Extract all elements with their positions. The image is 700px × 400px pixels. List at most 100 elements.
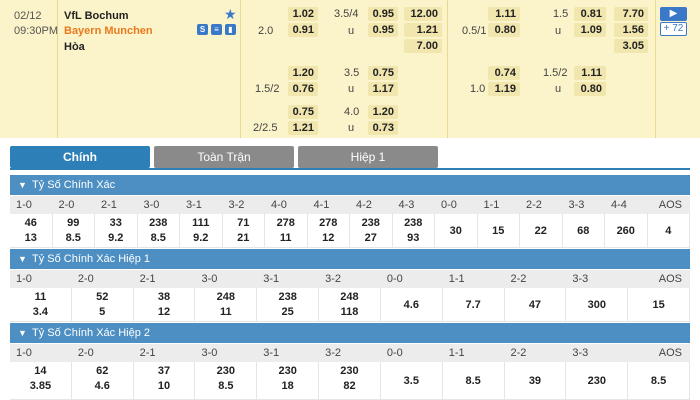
score-odds-cell[interactable]: 62 4.6 <box>72 362 134 400</box>
ah-home-odds[interactable]: 1.20 <box>288 66 318 80</box>
score-odds-cell[interactable]: 71 21 <box>223 214 265 248</box>
ou-under-label: u <box>555 25 562 37</box>
ah-home-odds[interactable]: 0.74 <box>488 66 520 80</box>
score-odds-cell[interactable]: 11 3.4 <box>10 288 72 322</box>
score-odds-bottom: 25 <box>281 306 294 318</box>
score-odds-cell[interactable]: 238 93 <box>393 214 435 248</box>
ou-line: 1.5 <box>553 8 569 20</box>
score-header: 4-1 <box>313 199 330 211</box>
ou-under-odds[interactable]: 0.80 <box>574 82 606 96</box>
score-header: 3-1 <box>263 273 280 285</box>
score-odds-top: 38 <box>157 291 171 303</box>
ou-under-odds[interactable]: 1.17 <box>368 82 398 96</box>
1x2-draw-odds[interactable]: 7.00 <box>404 39 442 53</box>
score-odds-cell[interactable]: 278 12 <box>308 214 350 248</box>
more-markets-button[interactable]: + 72 <box>660 22 687 36</box>
score-odds-top: 22 <box>534 224 547 237</box>
home-team[interactable]: VfL Bochum <box>64 10 129 22</box>
score-odds-cell[interactable]: 230 82 <box>319 362 381 400</box>
score-odds-cell[interactable]: 15 <box>628 288 690 322</box>
score-odds-cell[interactable]: 15 <box>478 214 520 248</box>
ah-away-odds[interactable]: 1.21 <box>288 121 318 135</box>
score-odds-cell[interactable]: 46 13 <box>10 214 53 248</box>
score-odds-top: 14 <box>34 365 47 377</box>
favorite-star-icon[interactable]: ★ <box>224 6 237 22</box>
score-odds-cell[interactable]: 68 <box>563 214 605 248</box>
score-odds-cell[interactable]: 38 12 <box>134 288 196 322</box>
score-odds-cell[interactable]: 238 25 <box>257 288 320 322</box>
ou-under-label: u <box>348 83 355 95</box>
score-odds-bottom: 82 <box>343 380 356 392</box>
chevron-down-icon: ▼ <box>18 254 27 264</box>
tab-main[interactable]: Chính <box>10 146 150 168</box>
ou-over-odds[interactable]: 0.81 <box>574 7 606 21</box>
score-odds-cell[interactable]: 3.5 <box>381 362 443 400</box>
1x2-draw-odds[interactable]: 3.05 <box>614 39 648 53</box>
ou-over-odds[interactable]: 0.75 <box>368 66 398 80</box>
score-odds-top: 238 <box>404 217 423 229</box>
score-odds-cell[interactable]: 278 11 <box>265 214 308 248</box>
score-odds-cell[interactable]: 22 <box>520 214 563 248</box>
score-odds-top: 47 <box>528 298 542 311</box>
ou-under-odds[interactable]: 0.95 <box>368 23 398 37</box>
ah-away-odds[interactable]: 0.76 <box>288 82 318 96</box>
score-odds-cell[interactable]: 52 5 <box>72 288 134 322</box>
ah-home-odds[interactable]: 0.75 <box>288 105 318 119</box>
score-header: 1-0 <box>16 199 32 211</box>
score-odds-cell[interactable]: 7.7 <box>443 288 505 322</box>
score-odds-cell[interactable]: 39 <box>505 362 567 400</box>
1x2-away-odds[interactable]: 1.56 <box>614 23 648 37</box>
score-odds-cell[interactable]: 4.6 <box>381 288 443 322</box>
score-odds-cell[interactable]: 4 <box>648 214 690 248</box>
score-odds-cell[interactable]: 248 118 <box>319 288 381 322</box>
1x2-away-odds[interactable]: 1.21 <box>404 23 442 37</box>
score-odds-top: 3.5 <box>403 374 419 387</box>
score-odds-cell[interactable]: 33 9.2 <box>95 214 138 248</box>
1x2-home-odds[interactable]: 7.70 <box>614 7 648 21</box>
score-odds-cell[interactable]: 248 11 <box>195 288 258 322</box>
ou-over-odds[interactable]: 1.11 <box>574 66 606 80</box>
score-odds-cell[interactable]: 8.5 <box>443 362 505 400</box>
away-team[interactable]: Bayern Munchen <box>64 25 153 37</box>
score-odds-cell[interactable]: 260 <box>605 214 648 248</box>
section-header[interactable]: ▼ Tỷ Số Chính Xác Hiệp 1 <box>10 249 690 269</box>
ah-away-odds[interactable]: 0.80 <box>488 23 520 37</box>
ou-under-odds[interactable]: 0.73 <box>368 121 398 135</box>
score-odds-cell[interactable]: 111 9.2 <box>180 214 223 248</box>
next-arrow-button[interactable]: ▶ <box>660 7 687 21</box>
tab-full-match[interactable]: Toàn Trận <box>154 146 294 168</box>
score-odds-top: 230 <box>278 365 297 377</box>
score-odds-cell[interactable]: 99 8.5 <box>53 214 95 248</box>
score-header: 2-0 <box>77 273 94 285</box>
score-odds-cell[interactable]: 230 18 <box>257 362 320 400</box>
score-odds-cell[interactable]: 37 10 <box>134 362 196 400</box>
score-odds-bottom: 27 <box>364 232 377 244</box>
score-odds-top: 71 <box>237 217 250 229</box>
score-odds-cell[interactable]: 238 27 <box>350 214 393 248</box>
score-header: 3-2 <box>325 347 341 359</box>
score-odds-cell[interactable]: 30 <box>435 214 478 248</box>
score-odds-cell[interactable]: 14 3.85 <box>10 362 72 400</box>
tab-half1[interactable]: Hiệp 1 <box>298 146 438 168</box>
stats-icon[interactable]: S <box>197 24 208 35</box>
score-odds-cell[interactable]: 47 <box>505 288 567 322</box>
1x2-home-odds[interactable]: 12.00 <box>404 7 442 21</box>
section-header[interactable]: ▼ Tỷ Số Chính Xác Hiệp 2 <box>10 323 690 343</box>
ah-home-odds[interactable]: 1.02 <box>288 7 318 21</box>
score-odds-cell[interactable]: 8.5 <box>628 362 690 400</box>
score-odds-top: 39 <box>528 374 542 387</box>
ou-under-odds[interactable]: 1.09 <box>574 23 606 37</box>
lineup-icon[interactable]: ≡ <box>211 24 222 35</box>
score-odds-cell[interactable]: 230 <box>566 362 629 400</box>
ah-away-odds[interactable]: 1.19 <box>488 82 520 96</box>
ah-away-odds[interactable]: 0.91 <box>288 23 318 37</box>
score-odds-cell[interactable]: 300 <box>566 288 629 322</box>
score-odds-cell[interactable]: 238 8.5 <box>138 214 180 248</box>
ah-home-odds[interactable]: 1.11 <box>488 7 520 21</box>
ou-over-odds[interactable]: 0.95 <box>368 7 398 21</box>
ou-over-odds[interactable]: 1.20 <box>368 105 398 119</box>
chart-icon[interactable]: ▮ <box>225 24 236 35</box>
section-header[interactable]: ▼ Tỷ Số Chính Xác <box>10 175 690 195</box>
score-header-row: 1-0 2-0 2-1 3-0 3-1 3-2 4-0 4-1 4-2 4-3 0-0 1-1 2-2 3… <box>10 196 690 214</box>
score-odds-cell[interactable]: 230 8.5 <box>195 362 258 400</box>
